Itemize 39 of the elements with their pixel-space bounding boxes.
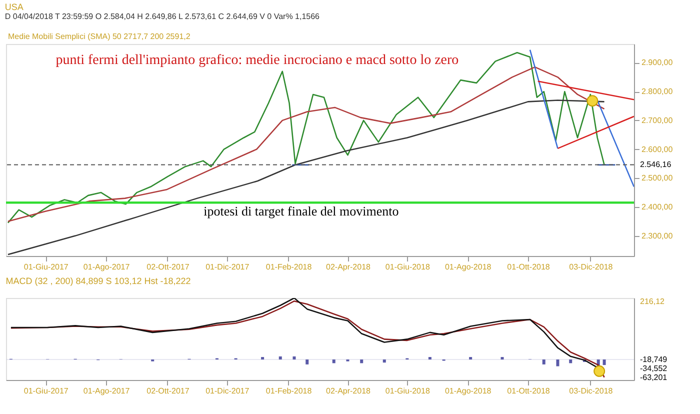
text: -34,552 bbox=[640, 364, 668, 373]
text: -63,201 bbox=[640, 373, 668, 382]
y-tick-label: 2.900,00 bbox=[642, 58, 674, 68]
y-tick-label: 2.300,00 bbox=[642, 231, 674, 240]
x-tick-label: 01-Ago-2017 bbox=[83, 262, 130, 272]
y-tick-label: 2.500,00 bbox=[642, 174, 674, 183]
y-tick-label: 2.400,00 bbox=[642, 202, 674, 212]
text: 216,12 bbox=[640, 297, 666, 306]
x-tick-label: 02-Ott-2017 bbox=[146, 386, 190, 396]
x-tick-label: 02-Apr-2018 bbox=[326, 262, 372, 272]
x-tick-label: 01-Giu-2018 bbox=[385, 262, 430, 272]
y-tick-label: 2.700,00 bbox=[642, 116, 674, 125]
x-tick-label: 03-Dic-2018 bbox=[569, 262, 614, 272]
text: -18,749 bbox=[640, 355, 668, 364]
x-tick-label: 02-Ott-2017 bbox=[146, 262, 190, 272]
text: Medie Mobili Semplici (SMA) 50 2717,7 200 2591,2 bbox=[8, 32, 191, 41]
x-tick-label: 01-Giu-2017 bbox=[24, 386, 69, 396]
x-tick-label: 01-Ago-2017 bbox=[83, 386, 130, 396]
x-tick-label: 01-Feb-2018 bbox=[266, 386, 312, 396]
x-tick-label: 01-Ago-2018 bbox=[444, 386, 492, 396]
line-series bbox=[7, 100, 605, 256]
chart-title: USA bbox=[4, 2, 24, 12]
ref-line-label: 2.546,16 bbox=[640, 160, 672, 169]
ref-line-label: ipotesi di target finale del movimento bbox=[204, 204, 399, 219]
x-tick-label: 01-Ott-2018 bbox=[507, 386, 550, 396]
x-tick-label: 01-Feb-2018 bbox=[266, 262, 312, 272]
y-tick-label: 2.800,00 bbox=[642, 87, 674, 96]
y-tick-label: 2.600,00 bbox=[642, 144, 674, 154]
annotation: punti fermi dell'impianto grafico: medie incrociano e macd sotto lo zero bbox=[56, 53, 459, 68]
chart-subtitle: D 04/04/2018 T 23:59:59 O 2.584,04 H 2.649,86 L 2.573,61 C 2.644,69 V 0 Var% 1,1566 bbox=[4, 12, 320, 21]
x-tick-label: 01-Ago-2018 bbox=[444, 262, 492, 272]
x-tick-label: 01-Giu-2018 bbox=[385, 386, 430, 396]
x-tick-label: 03-Dic-2018 bbox=[569, 386, 614, 396]
x-tick-label: 01-Ott-2018 bbox=[507, 262, 550, 272]
chart-title: MACD (32 , 200) 84,899 S 103,12 Hst -18,222 bbox=[6, 276, 191, 286]
x-tick-label: 01-Dic-2017 bbox=[206, 386, 250, 396]
x-tick-label: 01-Giu-2017 bbox=[24, 262, 69, 272]
x-tick-label: 01-Dic-2017 bbox=[206, 262, 250, 272]
x-tick-label: 02-Apr-2018 bbox=[326, 386, 372, 396]
